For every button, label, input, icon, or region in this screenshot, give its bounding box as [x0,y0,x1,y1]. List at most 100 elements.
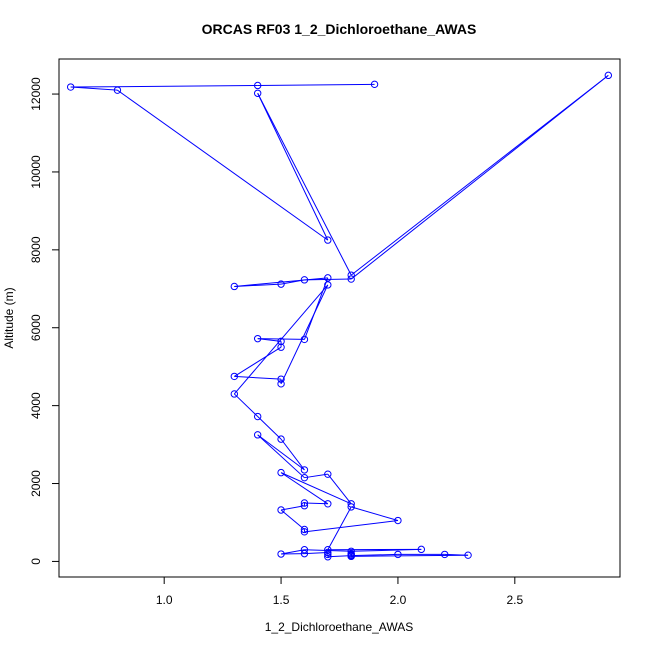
data-point [277,343,285,351]
data-point [253,431,262,439]
data-point [324,500,332,508]
y-tick-label: 2000 [29,470,43,497]
series-segment [280,505,305,511]
data-point [300,546,309,554]
data-point [300,466,309,474]
data-point [464,551,472,559]
data-point [300,499,309,507]
data-point [277,375,285,383]
data-point [324,546,332,554]
series-segment [350,74,609,276]
data-point [277,550,285,558]
data-point [347,271,355,279]
y-tick-label: 10000 [29,155,43,189]
series-points [66,71,613,561]
series-segment [351,548,422,552]
series-segment [304,520,398,533]
series-segment [257,434,305,471]
data-point [253,412,262,421]
series-segment [351,506,399,522]
data-point [324,274,332,282]
data-point [394,550,402,559]
y-tick-label: 0 [29,558,43,565]
data-point [370,80,379,89]
x-axis-label: 1_2_Dichloroethane_AWAS [265,620,414,634]
series-segment [280,284,329,385]
series-segment [257,416,282,440]
x-axis: 1.0 1.5 2.0 2.5 [156,577,523,607]
x-tick-label: 2.5 [506,593,523,607]
y-tick-label: 8000 [29,236,43,263]
data-point [324,553,332,561]
series-segment [233,284,329,395]
series-segment [257,93,352,276]
data-point [347,500,355,508]
chart-title: ORCAS RF03 1_2_Dichloroethane_AWAS [202,21,477,37]
plot-frame [58,58,621,578]
series-segment [117,89,329,241]
data-point [253,334,262,343]
data-point [324,470,332,478]
data-point [347,551,355,559]
data-point [347,275,355,283]
data-point [66,83,75,91]
series-segment [70,86,118,91]
data-point [230,390,239,398]
y-tick-label: 12000 [29,77,43,111]
series-lines [70,74,609,558]
series-segment [304,551,328,555]
data-point [277,435,285,443]
data-point [394,516,402,525]
data-point [230,282,239,291]
series-segment [280,509,305,530]
data-point [277,468,285,477]
series-segment [327,473,352,505]
data-point [253,89,262,97]
data-point [324,236,332,244]
series-segment [327,555,352,558]
series-segment [234,375,282,380]
data-point [277,380,285,388]
data-point [277,506,285,514]
series-segment [304,473,328,479]
data-point [277,280,285,288]
data-point [347,503,355,511]
series-segment [234,277,328,287]
series-segment [280,472,352,505]
series-segment [350,74,609,280]
data-point [604,71,613,80]
x-tick-label: 2.0 [390,593,407,607]
data-point [253,81,262,90]
series-segment [233,393,259,417]
data-point [324,550,332,559]
data-point [440,550,449,559]
x-tick-label: 1.5 [273,593,290,607]
series-segment [257,338,282,342]
data-point [324,281,332,289]
x-tick-label: 1.0 [156,593,173,607]
series-segment [280,549,305,555]
series-segment [280,438,305,471]
series-segment [257,434,305,479]
data-point [277,337,285,346]
data-point [417,545,426,554]
series-segment [304,549,352,552]
data-point [300,473,309,482]
series-segment [257,83,375,86]
data-point [300,335,309,344]
data-point [324,548,332,557]
data-point [300,528,309,536]
series-segment [351,554,469,557]
y-tick-label: 6000 [29,314,43,341]
y-tick-label: 4000 [29,392,43,419]
data-point [300,502,309,510]
series-segment [304,502,328,505]
y-axis-label: Altitude (m) [2,287,16,348]
data-point [230,372,239,381]
data-point [300,276,309,284]
series-segment [327,506,352,550]
series-segment [234,346,282,377]
series-segment [70,84,258,88]
y-axis: 0 2000 4000 6000 8000 10000 12000 [29,77,59,565]
data-point [300,549,309,558]
